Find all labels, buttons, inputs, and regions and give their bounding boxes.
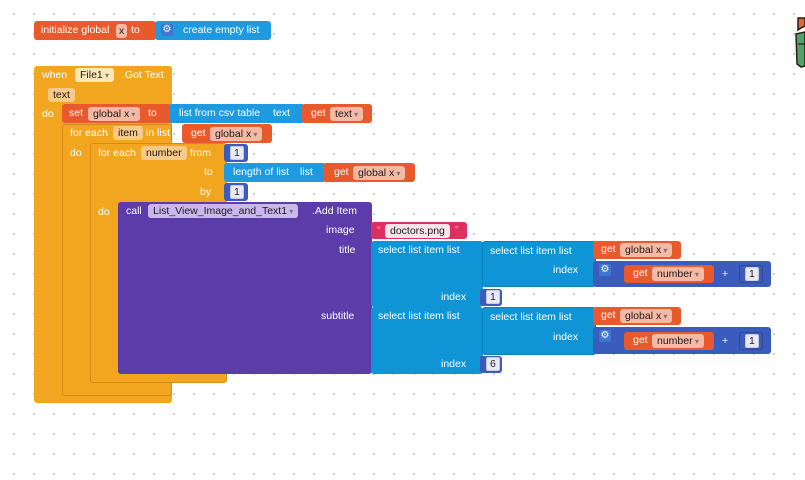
- get-label: get: [334, 166, 349, 178]
- title-outer-index-number-block[interactable]: 1: [480, 289, 502, 306]
- from-number-block[interactable]: 1: [224, 144, 248, 162]
- init-global-block[interactable]: initialize global x to: [34, 21, 156, 40]
- length-of-list-block[interactable]: length of list list: [224, 163, 326, 182]
- get-var-dropdown[interactable]: global x: [210, 127, 263, 141]
- event-name: .Got Text: [122, 69, 164, 81]
- by-label: by: [200, 186, 212, 198]
- from-number-value[interactable]: 1: [230, 146, 244, 160]
- title-plus-number-block[interactable]: 1: [739, 265, 763, 283]
- call-component-dropdown[interactable]: List_View_Image_and_Text1: [148, 204, 299, 218]
- title-outer-label: select list item list: [378, 244, 460, 256]
- component-dropdown[interactable]: File1: [75, 68, 115, 82]
- get-label: get: [311, 107, 326, 119]
- set-var-dropdown[interactable]: global x: [88, 107, 141, 121]
- length-label: length of list: [233, 166, 290, 178]
- list-from-csv-block[interactable]: list from csv table text: [169, 104, 305, 123]
- get-global-x-block[interactable]: get global x: [323, 163, 415, 182]
- for-number-do-label: do: [98, 206, 110, 218]
- get-label: get: [633, 334, 648, 346]
- when-label: when: [42, 69, 68, 81]
- image-label: image: [326, 224, 355, 236]
- subtitle-inner-label: select list item list: [490, 311, 572, 323]
- title-outer-index-value[interactable]: 1: [486, 290, 500, 304]
- subtitle-outer-label: select list item list: [378, 310, 460, 322]
- subtitle-plus-number-block[interactable]: 1: [739, 332, 763, 350]
- get-var-dropdown[interactable]: global x: [620, 243, 673, 257]
- title-inner-select-block[interactable]: select list item list index: [482, 241, 596, 287]
- subtitle-get-number[interactable]: get number: [624, 332, 714, 350]
- create-empty-list-block[interactable]: ⚙ create empty list: [155, 21, 271, 40]
- get-text-dropdown[interactable]: text: [330, 107, 364, 121]
- subtitle-inner-index-label: index: [553, 331, 579, 343]
- mutator-gear-icon[interactable]: ⚙: [599, 330, 611, 342]
- title-inner-index-label: index: [553, 264, 579, 276]
- by-number-value[interactable]: 1: [230, 185, 244, 199]
- title-get-global-x[interactable]: get global x: [593, 241, 681, 259]
- for-item-do-label: do: [70, 147, 82, 159]
- for-item-var[interactable]: item: [113, 126, 143, 140]
- title-inner-label: select list item list: [490, 245, 572, 257]
- event-do-label: do: [42, 108, 54, 120]
- from-label: from: [190, 147, 211, 159]
- quote-open: “: [377, 224, 381, 236]
- init-to-label: to: [131, 24, 140, 36]
- subtitle-label: subtitle: [321, 310, 355, 322]
- csv-text-label: text: [273, 107, 290, 119]
- by-number-block[interactable]: 1: [224, 183, 248, 201]
- subtitle-outer-index-number-block[interactable]: 6: [480, 356, 502, 373]
- set-to-label: to: [148, 107, 157, 119]
- call-method-label: .Add Item: [312, 205, 357, 217]
- subtitle-get-global-x[interactable]: get global x: [593, 307, 681, 325]
- image-text-value[interactable]: doctors.png: [385, 224, 450, 238]
- length-list-label: list: [300, 166, 313, 178]
- get-label: get: [601, 243, 616, 255]
- set-label: set: [69, 107, 84, 119]
- quote-close: ”: [455, 224, 459, 236]
- subtitle-outer-select-block[interactable]: select list item list index: [371, 307, 483, 374]
- to-label: to: [204, 166, 213, 178]
- title-label: title: [339, 244, 356, 256]
- in-list-label: in list: [146, 127, 170, 139]
- event-param-text[interactable]: text: [48, 88, 75, 102]
- subtitle-outer-index-label: index: [441, 358, 467, 370]
- subtitle-inner-select-block[interactable]: select list item list index: [482, 307, 596, 355]
- for-each-item-label: for each: [70, 127, 108, 139]
- get-label: get: [633, 267, 648, 279]
- call-add-item-block[interactable]: [118, 202, 372, 374]
- get-label: get: [191, 127, 206, 139]
- mutator-gear-icon[interactable]: ⚙: [161, 24, 173, 36]
- csv-label: list from csv table: [179, 107, 261, 119]
- image-text-block[interactable]: “ doctors.png ”: [371, 222, 467, 239]
- get-global-x-block[interactable]: get global x: [182, 124, 272, 143]
- title-outer-select-block[interactable]: select list item list index: [371, 241, 483, 307]
- for-number-label: for each: [98, 147, 136, 159]
- get-label: get: [601, 309, 616, 321]
- create-empty-list-label: create empty list: [183, 24, 260, 36]
- title-outer-index-label: index: [441, 291, 467, 303]
- call-label: call: [126, 205, 142, 217]
- get-number-dropdown[interactable]: number: [652, 267, 704, 281]
- set-global-block[interactable]: set global x to: [62, 104, 172, 123]
- plus-sign: +: [722, 335, 729, 347]
- subtitle-plus-value[interactable]: 1: [745, 334, 759, 348]
- plus-sign: +: [722, 268, 729, 280]
- mutator-gear-icon[interactable]: ⚙: [599, 264, 611, 276]
- init-var-name[interactable]: x: [116, 24, 128, 38]
- init-global-label: initialize global: [41, 24, 110, 36]
- get-text-block[interactable]: get text: [302, 104, 372, 123]
- for-number-var[interactable]: number: [141, 146, 187, 160]
- title-plus-value[interactable]: 1: [745, 267, 759, 281]
- trash-can-icon[interactable]: [792, 14, 805, 70]
- get-var-dropdown[interactable]: global x: [353, 166, 406, 180]
- get-var-dropdown[interactable]: global x: [620, 309, 673, 323]
- get-number-dropdown[interactable]: number: [652, 334, 704, 348]
- title-get-number[interactable]: get number: [624, 265, 714, 283]
- subtitle-outer-index-value[interactable]: 6: [486, 357, 500, 371]
